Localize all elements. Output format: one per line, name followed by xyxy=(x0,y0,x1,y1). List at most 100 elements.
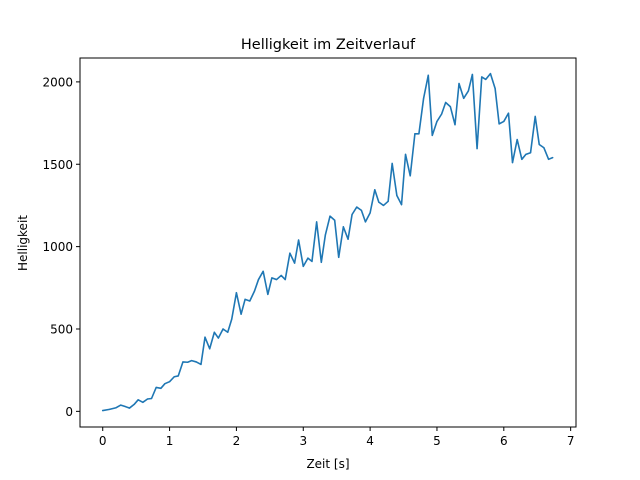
data-point xyxy=(529,152,532,154)
data-point xyxy=(329,215,331,217)
data-point xyxy=(467,90,469,92)
data-point xyxy=(120,404,122,406)
data-point xyxy=(124,405,126,408)
data-point xyxy=(382,204,385,207)
data-point xyxy=(481,76,483,78)
data-point xyxy=(347,238,349,240)
data-point xyxy=(471,73,473,76)
data-point xyxy=(436,120,438,123)
y-tick-label: 1000 xyxy=(42,240,73,254)
x-tick-label: 0 xyxy=(99,434,107,448)
data-point xyxy=(369,212,371,214)
data-point xyxy=(244,298,246,300)
data-point xyxy=(445,101,447,104)
data-point xyxy=(316,221,318,223)
data-point xyxy=(396,194,398,197)
data-point xyxy=(200,363,202,365)
data-point xyxy=(222,328,224,330)
data-point xyxy=(182,361,184,363)
data-point xyxy=(231,318,233,320)
data-point xyxy=(284,278,286,281)
data-point xyxy=(133,403,135,406)
data-point xyxy=(441,113,443,115)
data-point xyxy=(240,313,242,315)
data-point xyxy=(311,260,313,263)
data-point xyxy=(209,348,211,350)
y-axis-label: Helligkeit xyxy=(16,215,30,271)
y-tick-label: 0 xyxy=(65,405,73,419)
x-axis-label: Zeit [s] xyxy=(306,457,349,471)
data-point xyxy=(534,115,536,118)
data-point xyxy=(454,124,456,126)
x-tick-label: 4 xyxy=(366,434,374,448)
y-tick-label: 2000 xyxy=(42,75,73,89)
data-point xyxy=(102,409,104,412)
data-point xyxy=(108,408,111,410)
data-point xyxy=(275,278,278,281)
data-point xyxy=(391,162,393,165)
data-point xyxy=(378,201,380,203)
data-point xyxy=(160,387,162,389)
data-point xyxy=(227,331,229,333)
data-point xyxy=(289,252,291,254)
data-point xyxy=(173,376,175,378)
data-point xyxy=(213,331,215,333)
data-point xyxy=(302,265,304,267)
data-point xyxy=(431,134,433,137)
data-point xyxy=(418,133,420,135)
data-point xyxy=(387,200,389,202)
data-point xyxy=(511,162,514,164)
data-point xyxy=(476,148,478,150)
data-point xyxy=(249,300,251,302)
data-point xyxy=(187,361,189,363)
axes-frame xyxy=(79,57,577,428)
data-point xyxy=(142,401,144,403)
data-point xyxy=(538,143,540,146)
data-point xyxy=(191,360,193,362)
data-point xyxy=(164,383,166,385)
series-points xyxy=(102,73,554,412)
data-point xyxy=(235,292,238,294)
x-tick-label: 7 xyxy=(567,434,575,448)
data-point xyxy=(404,153,407,155)
data-point xyxy=(146,398,149,400)
data-point xyxy=(364,221,367,223)
data-point xyxy=(503,120,505,123)
data-point xyxy=(525,153,527,155)
data-point xyxy=(409,175,411,177)
data-point xyxy=(485,78,487,81)
data-point xyxy=(267,293,269,295)
data-point xyxy=(463,97,465,99)
data-point xyxy=(137,399,139,401)
data-point xyxy=(498,123,500,125)
data-point xyxy=(521,158,523,160)
data-point xyxy=(356,206,358,208)
data-point xyxy=(449,106,451,108)
plot-area xyxy=(79,57,577,428)
data-point xyxy=(297,239,300,241)
y-tick-label: 500 xyxy=(50,322,73,336)
data-point xyxy=(547,158,550,160)
x-tick-label: 1 xyxy=(166,434,174,448)
y-axis: 0 500 1000 1500 2000 xyxy=(42,75,80,419)
y-tick-label: 1500 xyxy=(42,158,73,172)
data-point xyxy=(293,262,296,264)
data-point xyxy=(360,209,363,211)
data-point xyxy=(320,261,322,263)
data-point xyxy=(374,189,376,191)
data-point xyxy=(342,226,344,228)
data-point xyxy=(552,157,554,159)
data-point xyxy=(128,407,131,409)
data-point xyxy=(507,112,510,114)
data-point xyxy=(516,138,518,141)
x-tick-label: 2 xyxy=(233,434,241,448)
data-point xyxy=(543,147,545,149)
chart-title: Helligkeit im Zeitverlauf xyxy=(241,37,416,53)
data-point xyxy=(217,337,219,339)
data-point xyxy=(351,213,353,216)
data-point xyxy=(489,73,492,75)
data-point xyxy=(177,375,179,377)
data-point xyxy=(253,290,256,292)
data-point xyxy=(280,274,282,277)
